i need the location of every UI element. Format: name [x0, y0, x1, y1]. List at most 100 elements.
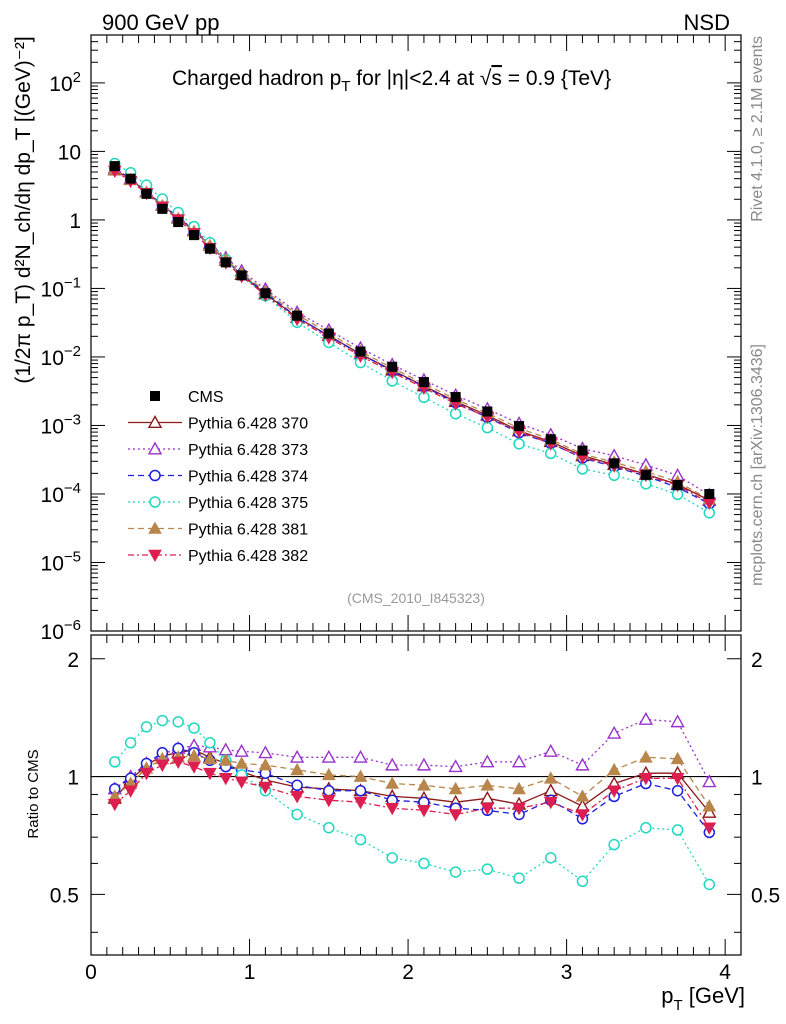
x-tick-label: 1 — [244, 961, 256, 984]
y-tick-exponent: 2 — [73, 69, 81, 86]
x-axis-label-unit: [GeV] — [683, 983, 745, 1008]
y-axis-label: (1/2π p_T) d²N_ch/dη dp_T [(GeV)⁻²] — [12, 36, 35, 383]
legend-marker — [148, 549, 162, 563]
y-tick-mantissa: 10 — [41, 415, 64, 438]
data-point — [418, 377, 429, 388]
data-point — [704, 488, 715, 499]
chart-title: Charged hadron pT for |η|<2.4 at √s = 0.… — [172, 67, 611, 95]
y-tick-mantissa: 10 — [49, 73, 72, 96]
ratio-point-5 — [353, 769, 368, 782]
data-point — [157, 203, 168, 214]
ratio-point-5 — [607, 762, 622, 776]
ratio-point-4 — [449, 866, 462, 878]
ratio-point-2 — [258, 745, 273, 759]
legend-label: Pythia 6.428 370 — [188, 416, 308, 433]
ratio-point-2 — [448, 759, 463, 773]
ratio-point-6 — [139, 767, 154, 781]
ratio-point-4 — [172, 716, 184, 728]
ratio-point-5 — [321, 767, 336, 781]
ratio-tick-label-left: 0.5 — [50, 884, 79, 907]
ratio-point-4 — [513, 872, 525, 884]
data-point — [173, 217, 184, 228]
ratio-point-2 — [218, 742, 233, 756]
data-point — [141, 188, 152, 199]
ratio-point-4 — [703, 878, 716, 891]
y-tick-label: 10−1 — [41, 274, 81, 301]
series-line-3 — [114, 167, 710, 505]
ratio-point-6 — [258, 781, 273, 795]
ratio-point-4 — [323, 821, 335, 834]
y-tick-exponent: −1 — [64, 274, 81, 291]
rivet-label: Rivet 4.1.0, ≥ 2.1M events — [749, 36, 766, 222]
y-tick-exponent: −5 — [64, 548, 81, 565]
ratio-point-1 — [702, 804, 717, 818]
ratio-point-6 — [234, 776, 249, 789]
ratio-point-6 — [171, 756, 186, 769]
ratio-tick-label-right: 1 — [751, 767, 763, 790]
ratio-axis-ticks: 0 1 2 3 4 0.5 0.5 1 1 2 2 — [50, 635, 780, 984]
main-plot-frame — [90, 34, 742, 632]
ratio-point-2 — [702, 774, 717, 788]
y-tick-label: 1 — [69, 210, 81, 233]
ratio-point-2 — [511, 754, 527, 768]
data-point — [323, 328, 334, 339]
series-point-4 — [576, 463, 589, 475]
ratio-point-5 — [448, 781, 463, 795]
ratio-point-6 — [512, 802, 526, 816]
ratio-point-2 — [416, 757, 432, 771]
y-tick-label: 10 — [58, 141, 81, 164]
chart-title-root: √ — [480, 67, 492, 90]
x-tick-label: 4 — [719, 961, 731, 984]
ratio-point-6 — [123, 785, 138, 798]
ratio-point-2 — [321, 749, 336, 763]
chart-title-sub: T — [341, 78, 350, 95]
y-tick-mantissa: 10 — [41, 484, 64, 507]
ratio-point-5 — [218, 753, 233, 766]
legend-marker — [148, 521, 162, 534]
x-tick-label: 3 — [561, 961, 573, 984]
data-point — [640, 469, 651, 480]
series-point-4 — [513, 438, 525, 450]
analysis-id: (CMS_2010_I845323) — [347, 590, 485, 606]
ratio-line-4 — [114, 719, 710, 885]
ratio-point-4 — [188, 722, 200, 734]
ratio-point-2 — [543, 743, 558, 757]
ratio-point-6 — [353, 796, 368, 810]
ratio-tick-label-left: 2 — [67, 649, 79, 672]
ratio-point-6 — [107, 798, 122, 812]
ratio-point-4 — [124, 737, 137, 749]
legend-marker — [147, 415, 163, 428]
ratio-point-2 — [234, 743, 249, 757]
x-axis-label-p: p — [661, 983, 673, 1008]
data-point — [387, 361, 398, 372]
ratio-point-2 — [575, 757, 590, 771]
y-tick-mantissa: 10 — [41, 347, 64, 370]
ratio-point-5 — [385, 776, 400, 789]
ratio-point-4 — [291, 808, 303, 821]
y-tick-mantissa: 10 — [41, 278, 64, 301]
ratio-point-6 — [575, 809, 590, 822]
ratio-point-5 — [670, 751, 685, 765]
ratio-tick-label-right: 2 — [751, 649, 763, 672]
y-tick-label: 10−5 — [41, 548, 81, 575]
legend-marker — [149, 496, 161, 508]
ratio-point-4 — [671, 824, 684, 836]
ratio-series-group — [107, 711, 717, 891]
ratio-point-2 — [385, 757, 400, 771]
ratio-point-6 — [480, 802, 495, 816]
y-tick-exponent: −2 — [64, 343, 81, 360]
data-point — [260, 288, 271, 299]
y-tick-mantissa: 10 — [41, 552, 64, 575]
ratio-point-5 — [187, 748, 201, 762]
x-axis-label: pT [GeV] — [661, 983, 745, 1014]
ratio-point-6 — [218, 772, 233, 786]
chart-title-part: = 0.9 {TeV} — [502, 67, 611, 90]
ratio-point-4 — [576, 875, 589, 888]
data-point — [545, 434, 556, 445]
ratio-point-4 — [418, 857, 430, 870]
legend-marker — [147, 441, 163, 455]
ratio-point-6 — [543, 796, 558, 810]
y-tick-label: 102 — [49, 69, 81, 96]
main-series-group — [107, 157, 717, 519]
